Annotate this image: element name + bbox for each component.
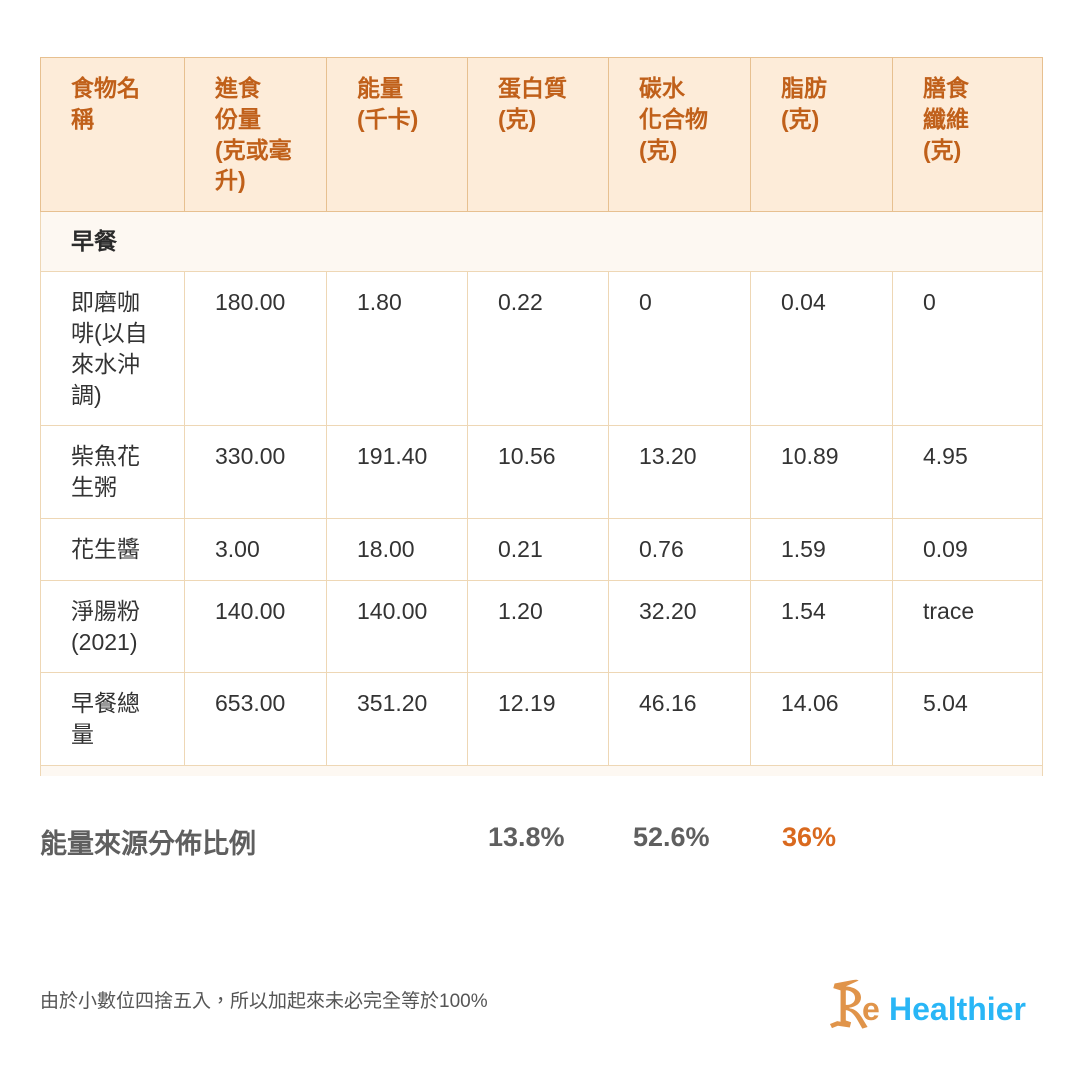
svg-text:Healthier: Healthier [889, 991, 1026, 1027]
svg-text:e: e [862, 991, 880, 1027]
